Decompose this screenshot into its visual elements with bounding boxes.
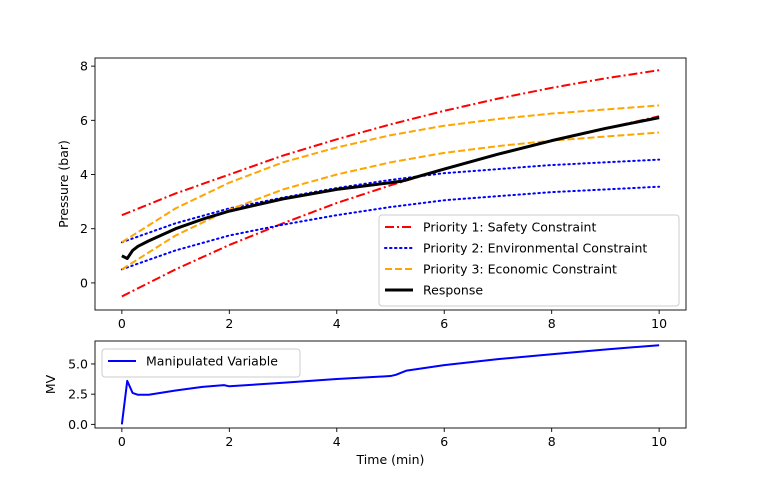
x-tick-label: 10 xyxy=(651,434,667,449)
x-tick-label: 2 xyxy=(225,434,233,449)
x-axis-label: Time (min) xyxy=(356,452,425,467)
series-line-priority-2-environmental-constraint-lower xyxy=(120,185,661,271)
pressure-chart: 0 2 4 6 8 10 0 2 4 6 8 Pressure (bar) Priority 1: Sa… xyxy=(56,57,687,331)
axes-frame xyxy=(94,340,687,429)
legend-box xyxy=(101,348,301,378)
y-tick-label: 4 xyxy=(80,167,88,182)
series-line-manipulated-variable xyxy=(120,344,660,425)
series-line-priority-2-environmental-constraint xyxy=(120,158,661,244)
x-tick-label: 4 xyxy=(333,434,341,449)
y-axis-label: MV xyxy=(43,374,58,394)
legend: Priority 1: Safety Constraint Priority 2:… xyxy=(378,214,680,307)
series-line-priority-1-safety-constraint xyxy=(121,69,660,217)
series-group xyxy=(120,344,660,425)
series-group xyxy=(120,69,661,298)
x-tick-label: 0 xyxy=(118,434,126,449)
legend-label: Priority 2: Environmental Constraint xyxy=(423,241,647,256)
series-line-response xyxy=(121,116,660,261)
y-tick-label: 0 xyxy=(80,275,88,290)
y-tick-label: 2.5 xyxy=(68,387,88,402)
series-line-priority-3-economic-constraint-lower xyxy=(121,131,660,271)
y-tick-label: 5.0 xyxy=(68,356,88,371)
x-tick-label: 2 xyxy=(225,316,233,331)
x-tick-label: 6 xyxy=(440,316,448,331)
legend-label: Response xyxy=(423,283,483,298)
y-tick-label: 8 xyxy=(80,59,88,74)
x-tick-label: 10 xyxy=(651,316,667,331)
y-axis-label: Pressure (bar) xyxy=(56,140,71,228)
legend-label: Priority 1: Safety Constraint xyxy=(423,220,596,235)
y-tick-label: 6 xyxy=(80,113,88,128)
series-line-priority-3-economic-constraint xyxy=(121,104,660,244)
axes-frame xyxy=(94,57,687,311)
x-tick-label: 8 xyxy=(548,316,556,331)
y-tick-label: 0.0 xyxy=(68,417,88,432)
legend-label: Priority 3: Economic Constraint xyxy=(423,262,617,277)
x-tick-label: 4 xyxy=(333,316,341,331)
x-tick-label: 0 xyxy=(118,316,126,331)
legend: Manipulated Variable xyxy=(101,348,301,378)
x-tick-label: 8 xyxy=(548,434,556,449)
x-tick-label: 6 xyxy=(440,434,448,449)
mv-chart: 0 2 4 6 8 10 0.0 2.5 5.0 MV Time (min) Manipulated … xyxy=(43,340,687,467)
legend-label: Manipulated Variable xyxy=(146,354,278,369)
y-tick-label: 2 xyxy=(80,221,88,236)
legend-box xyxy=(378,214,680,307)
